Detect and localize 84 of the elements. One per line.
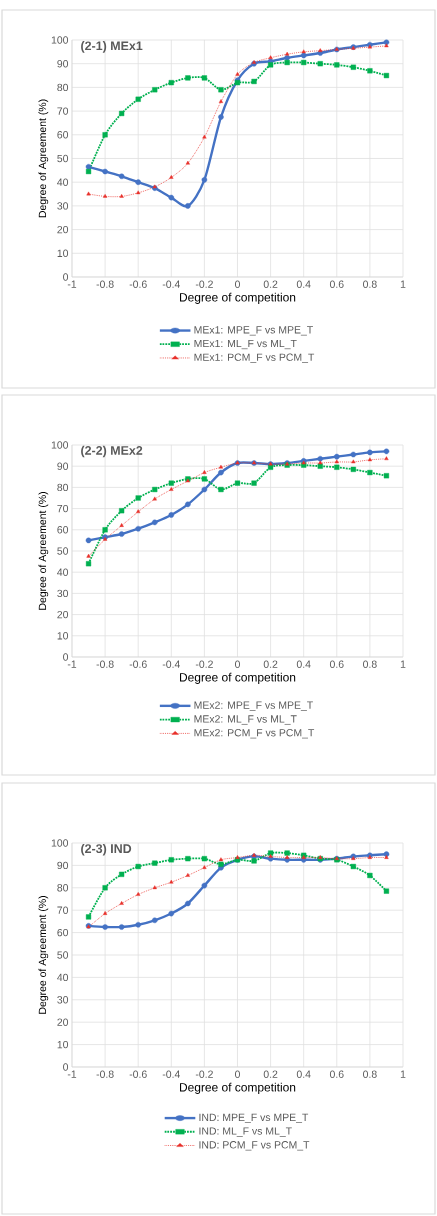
y-tick-label: 30 [57, 996, 69, 1004]
x-tick-label: -1 [67, 280, 77, 288]
legend-label: MEx2: ML_F vs ML_T [194, 715, 297, 725]
x-tick-label: 0.8 [363, 280, 377, 288]
chart-title: (2-3) IND [81, 843, 132, 856]
chart-title: (2-2) MEx2 [81, 445, 143, 458]
legend-label: MEx2: MPE_F vs MPE_T [194, 701, 313, 711]
x-tick-label: 0.8 [363, 1070, 377, 1078]
x-tick-label: 0 [235, 1070, 240, 1078]
x-tick-label: 0.2 [263, 280, 278, 288]
y-tick-label: 10 [57, 249, 69, 257]
x-tick-label: 0.4 [296, 1070, 311, 1078]
y-tick-label: 20 [57, 225, 69, 234]
y-tick-label: 40 [57, 973, 69, 982]
y-tick-label: 90 [57, 861, 69, 870]
y-tick-label: 10 [57, 1040, 69, 1049]
x-tick-label: 0.4 [296, 280, 311, 288]
legend-label: MEx1: MPE_F vs MPE_T [194, 326, 313, 336]
x-tick-label: 0.6 [329, 660, 344, 668]
y-tick-label: 70 [57, 504, 69, 513]
y-tick-label: 90 [57, 59, 69, 68]
x-tick-label: -0.8 [96, 280, 114, 288]
x-tick-label: 0.8 [363, 660, 377, 668]
legend-label: MEx1: PCM_F vs PCM_T [194, 353, 315, 363]
x-tick-label: 0.4 [296, 660, 311, 668]
y-tick-label: 0 [63, 273, 69, 281]
x-tick-label: -0.6 [129, 660, 147, 668]
y-tick-label: 100 [51, 36, 69, 44]
y-tick-label: 90 [57, 462, 69, 470]
y-tick-label: 40 [57, 568, 69, 576]
y-tick-label: 60 [57, 131, 69, 139]
x-tick-label: 0 [235, 280, 240, 288]
legend-label: IND: PCM_F vs PCM_T [199, 1141, 310, 1151]
legend-label: IND: ML_F vs ML_T [199, 1127, 292, 1137]
y-tick-label: 80 [57, 483, 69, 492]
y-tick-label: 60 [57, 928, 69, 937]
y-tick-label: 0 [63, 653, 69, 661]
legend-label: IND: MPE_F vs MPE_T [199, 1113, 309, 1124]
y-tick-label: 80 [57, 83, 69, 92]
y-axis-title: Degree of Agreement (%) [38, 99, 49, 218]
y-tick-label: 20 [57, 610, 69, 619]
y-tick-label: 50 [57, 951, 69, 959]
y-tick-label: 30 [57, 589, 69, 598]
y-tick-label: 40 [57, 178, 69, 186]
y-axis-title: Degree of Agreement (%) [38, 492, 49, 610]
x-tick-label: -0.6 [129, 280, 147, 288]
y-tick-label: 50 [57, 547, 69, 555]
y-tick-label: 20 [57, 1018, 69, 1026]
x-tick-label: 0 [235, 660, 240, 668]
y-tick-label: 70 [57, 107, 69, 115]
x-tick-label: -0.2 [195, 660, 213, 668]
x-tick-label: -1 [67, 1070, 77, 1078]
x-tick-label: -0.8 [96, 1070, 114, 1078]
y-tick-label: 100 [51, 441, 69, 449]
chart-title: (2-1) MEx1 [81, 41, 143, 53]
x-tick-label: -1 [67, 660, 77, 668]
x-tick-label: 0.6 [329, 280, 344, 288]
x-tick-label: -0.8 [96, 660, 114, 668]
y-tick-label: 0 [63, 1063, 69, 1071]
x-tick-label: -0.4 [162, 1070, 180, 1078]
x-tick-label: 1 [400, 280, 406, 288]
x-tick-label: 1 [400, 660, 406, 668]
x-tick-label: 1 [400, 1070, 406, 1078]
y-tick-label: 80 [57, 884, 69, 892]
y-tick-label: 30 [57, 202, 69, 210]
x-tick-label: -0.2 [195, 1070, 213, 1078]
y-axis-title: Degree of Agreement (%) [38, 896, 49, 1014]
y-tick-label: 10 [57, 632, 69, 640]
legend-label: MEx1: ML_F vs ML_T [194, 339, 297, 350]
y-tick-label: 60 [57, 526, 69, 534]
x-axis-title: Degree of competition [180, 1082, 296, 1094]
x-tick-label: 0.2 [263, 1070, 278, 1078]
y-tick-label: 50 [57, 154, 69, 163]
x-axis-title: Degree of competition [180, 672, 296, 684]
x-tick-label: -0.4 [162, 280, 180, 288]
x-tick-label: -0.4 [162, 660, 180, 668]
x-tick-label: 0.6 [329, 1070, 344, 1078]
x-tick-label: -0.2 [195, 280, 213, 288]
y-tick-label: 100 [51, 839, 69, 847]
legend-label: MEx2: PCM_F vs PCM_T [194, 729, 315, 739]
x-axis-title: Degree of competition [180, 292, 296, 304]
y-tick-label: 70 [57, 906, 69, 914]
x-tick-label: 0.2 [263, 660, 278, 668]
x-tick-label: -0.6 [129, 1070, 147, 1078]
